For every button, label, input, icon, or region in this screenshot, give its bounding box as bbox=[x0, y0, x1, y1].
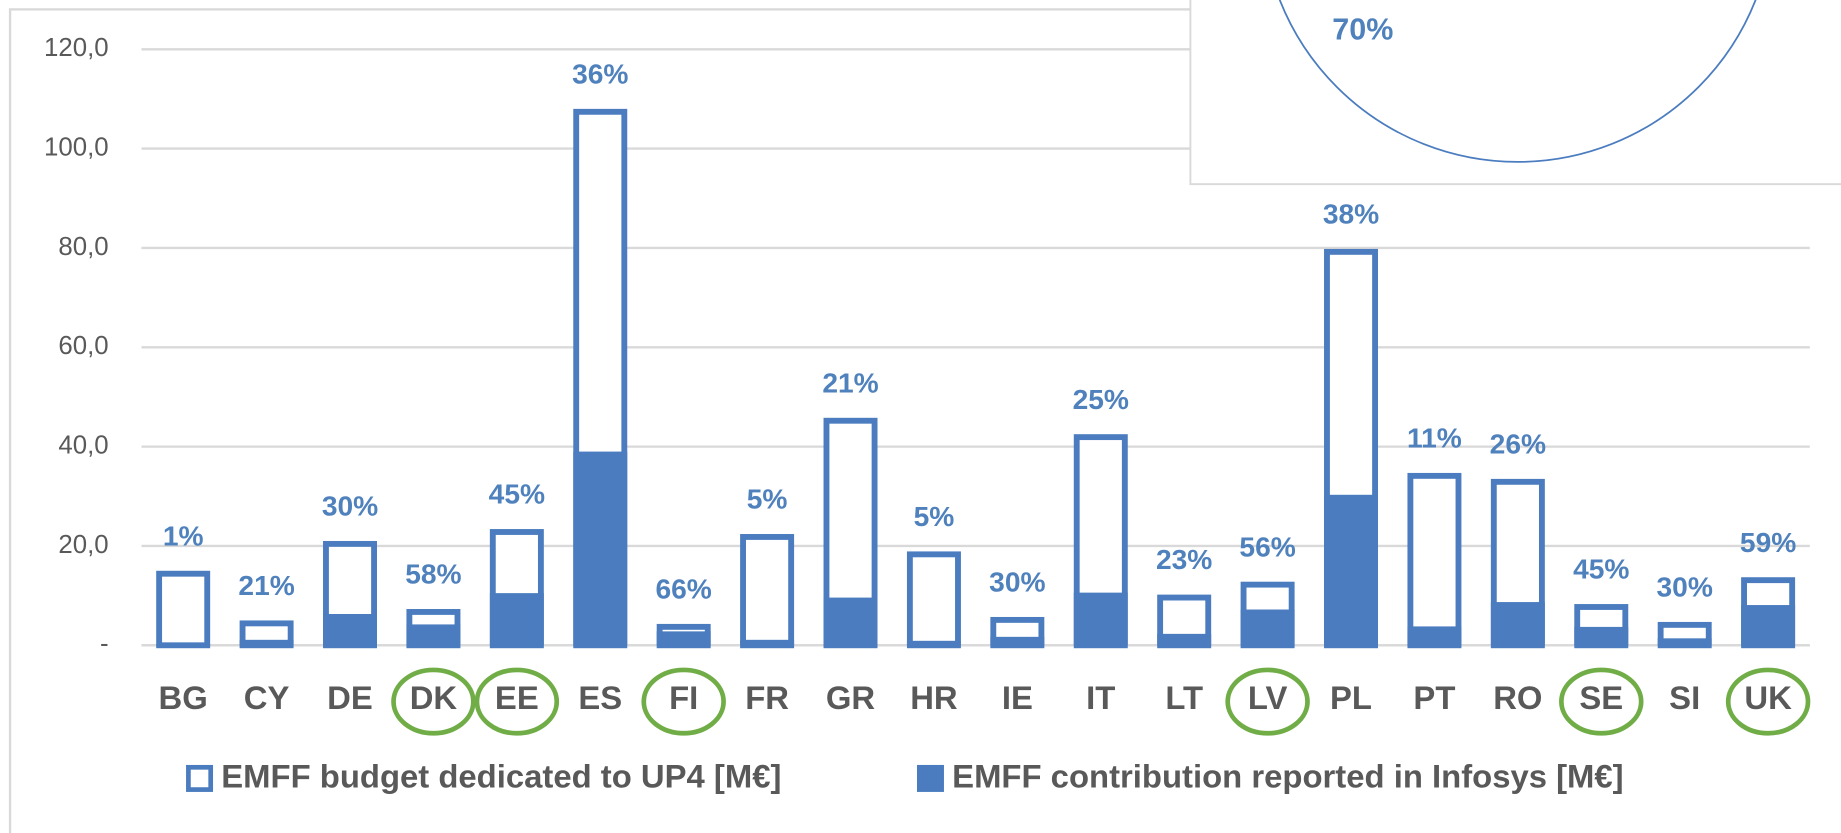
y-tick-label: - bbox=[100, 630, 109, 658]
data-label: 25% bbox=[1073, 384, 1129, 415]
budget-bar bbox=[156, 570, 211, 649]
x-tick-label: SI bbox=[1669, 679, 1700, 716]
x-tick-label: RO bbox=[1493, 679, 1542, 716]
data-label: 45% bbox=[489, 479, 545, 510]
contribution-bar bbox=[1490, 602, 1545, 646]
x-tick-label: LT bbox=[1165, 679, 1203, 716]
highlight-circle bbox=[391, 667, 476, 736]
x-tick-label: GR bbox=[826, 679, 876, 716]
contribution-bar bbox=[906, 640, 961, 646]
data-label: 45% bbox=[1573, 554, 1629, 585]
contribution-bar bbox=[573, 451, 628, 646]
contribution-bar bbox=[990, 636, 1045, 646]
x-tick-label: DE bbox=[327, 679, 373, 716]
highlight-circle bbox=[1225, 667, 1310, 736]
data-label: 56% bbox=[1239, 531, 1295, 562]
highlight-circle bbox=[1559, 667, 1644, 736]
data-label: 59% bbox=[1740, 527, 1796, 558]
contribution-bar bbox=[823, 597, 878, 646]
data-label: 38% bbox=[1323, 199, 1379, 230]
data-label: 11% bbox=[1407, 423, 1462, 454]
contribution-bar bbox=[656, 631, 711, 646]
data-label: 5% bbox=[747, 484, 788, 515]
contribution-bar bbox=[1157, 633, 1212, 646]
contribution-bar bbox=[239, 639, 294, 646]
highlight-circle bbox=[1725, 667, 1811, 736]
plot: - 20,0 40,0 60,0 80,0 100,0 120,0 1% BG 21% CY 30% D… bbox=[44, 34, 1811, 795]
data-label: 1% bbox=[163, 520, 204, 551]
y-tick-label: 40,0 bbox=[58, 431, 108, 459]
x-tick-label: FI bbox=[669, 679, 698, 716]
contribution-bar bbox=[1324, 494, 1379, 646]
x-tick-label: EE bbox=[495, 679, 539, 716]
contribution-bar bbox=[406, 624, 461, 646]
contribution-bar bbox=[1407, 626, 1462, 646]
x-tick-label: UK bbox=[1744, 679, 1792, 716]
data-label: 26% bbox=[1490, 428, 1546, 459]
data-label: 58% bbox=[405, 559, 461, 590]
data-label: 21% bbox=[238, 570, 294, 601]
y-tick-label: 60,0 bbox=[58, 332, 108, 360]
contribution-bar bbox=[1240, 609, 1295, 646]
data-label: 21% bbox=[822, 367, 878, 398]
x-tick-label: ES bbox=[578, 679, 622, 716]
legend-label: EMFF budget dedicated to UP4 [M€] bbox=[221, 758, 781, 795]
inset-pie-outline bbox=[1278, 0, 1757, 163]
x-tick-label: PT bbox=[1413, 679, 1455, 716]
x-tick-label: BG bbox=[159, 679, 208, 716]
inset-pie: 70% bbox=[1189, 0, 1841, 186]
data-label: 36% bbox=[572, 58, 628, 89]
inset-label: 70% bbox=[1332, 13, 1393, 47]
legend-swatch bbox=[186, 764, 214, 792]
data-label: 30% bbox=[989, 567, 1045, 598]
x-tick-label: FR bbox=[745, 679, 789, 716]
x-tick-label: SE bbox=[1579, 679, 1623, 716]
budget-bar bbox=[1407, 472, 1462, 649]
x-tick-label: IT bbox=[1086, 679, 1115, 716]
highlight-circle bbox=[474, 667, 560, 736]
x-tick-label: DK bbox=[410, 679, 458, 716]
budget-bar bbox=[740, 534, 795, 649]
budget-bar bbox=[906, 551, 961, 649]
contribution-bar bbox=[1574, 626, 1629, 646]
contribution-bar bbox=[323, 613, 377, 646]
data-label: 66% bbox=[656, 574, 712, 605]
y-tick-label: 80,0 bbox=[58, 233, 108, 261]
x-tick-label: IE bbox=[1002, 679, 1033, 716]
contribution-bar bbox=[489, 593, 544, 646]
contribution-bar bbox=[1657, 638, 1712, 646]
data-label: 30% bbox=[322, 491, 378, 522]
legend-label: EMFF contribution reported in Infosys [M… bbox=[952, 758, 1623, 795]
y-tick-label: 100,0 bbox=[44, 133, 109, 161]
contribution-bar bbox=[1741, 605, 1796, 646]
inset-box-edge bbox=[1189, 0, 1841, 186]
highlight-circle bbox=[641, 667, 726, 736]
data-label: 5% bbox=[914, 501, 955, 532]
chart-border bbox=[8, 8, 1841, 833]
x-tick-label: CY bbox=[244, 679, 290, 716]
contribution-bar bbox=[740, 639, 795, 646]
contribution-bar bbox=[1073, 592, 1128, 646]
x-tick-label: LV bbox=[1248, 679, 1288, 716]
contribution-bar bbox=[156, 644, 211, 646]
data-label: 30% bbox=[1657, 572, 1713, 603]
x-tick-label: HR bbox=[910, 679, 958, 716]
y-tick-label: 20,0 bbox=[58, 531, 108, 559]
legend-swatch bbox=[916, 764, 944, 792]
data-label: 23% bbox=[1156, 544, 1212, 575]
y-tick-label: 120,0 bbox=[44, 34, 109, 62]
x-tick-label: PL bbox=[1330, 679, 1372, 716]
